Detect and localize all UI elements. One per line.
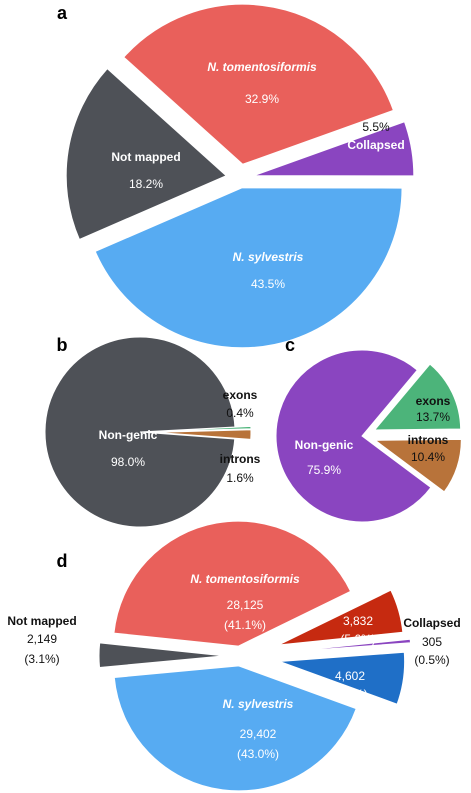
slice-name: Not mapped (7, 614, 76, 628)
panel-label: c (285, 335, 295, 355)
slice-name: N. sylvestris (223, 697, 294, 711)
pie-slice (113, 520, 352, 647)
pie-slice (155, 429, 252, 440)
slice-name: Collapsed (347, 138, 404, 152)
slice-name: Non-genic (295, 438, 354, 452)
slice-name: exons (416, 394, 451, 408)
pie-slice (98, 642, 225, 669)
slice-name: N. tomentosiformis (207, 60, 317, 74)
slice-name: Non-genic (99, 428, 158, 442)
pie-slice (285, 638, 412, 653)
slice-name: exons (223, 388, 258, 402)
value-label: 4,602 (335, 669, 365, 683)
panel-label: a (57, 3, 68, 23)
pie-slice (65, 67, 228, 241)
pie-slice (279, 651, 406, 705)
pie-slice (113, 665, 357, 792)
slice-name: Not mapped (111, 150, 180, 164)
slice-name: Collapsed (403, 616, 460, 630)
pie-slice (94, 187, 403, 349)
value-label: 2,149 (27, 632, 57, 646)
percent-label: (41.1%) (224, 618, 266, 632)
percent-label: (43.0%) (237, 747, 279, 761)
slice-name: introns (220, 452, 261, 466)
slice-name: introns (408, 433, 449, 447)
value-label: 32.9% (245, 92, 279, 106)
value-label: 13.7% (416, 410, 450, 424)
percent-label: (6.7%) (332, 687, 367, 701)
value-label: 75.9% (307, 463, 341, 477)
percent-label: (3.1%) (24, 652, 59, 666)
percent-label: (0.5%) (414, 653, 449, 667)
pie-slice (123, 3, 395, 165)
panel-label: d (57, 551, 68, 571)
panel-label: b (57, 335, 68, 355)
value-label: 18.2% (129, 177, 163, 191)
pie-slice (275, 349, 432, 523)
percent-label: (5.6%) (340, 632, 375, 646)
slice-name: N. sylvestris (233, 250, 304, 264)
value-label: 28,125 (227, 598, 264, 612)
slice-name: N. tomentosiformis (190, 572, 300, 586)
pie-slice (373, 363, 462, 431)
value-label: 43.5% (251, 277, 285, 291)
value-label: 0.4% (226, 406, 254, 420)
value-label: 5.5% (362, 120, 390, 134)
value-label: 3,832 (343, 614, 373, 628)
value-label: 10.4% (411, 450, 445, 464)
pie-slice (44, 336, 236, 528)
value-label: 1.6% (226, 471, 254, 485)
value-label: 305 (422, 635, 442, 649)
pie-slice (373, 438, 462, 493)
pie-slice (278, 589, 404, 646)
value-label: 98.0% (111, 455, 145, 469)
pie-slice (253, 121, 415, 177)
value-label: 29,402 (240, 727, 277, 741)
